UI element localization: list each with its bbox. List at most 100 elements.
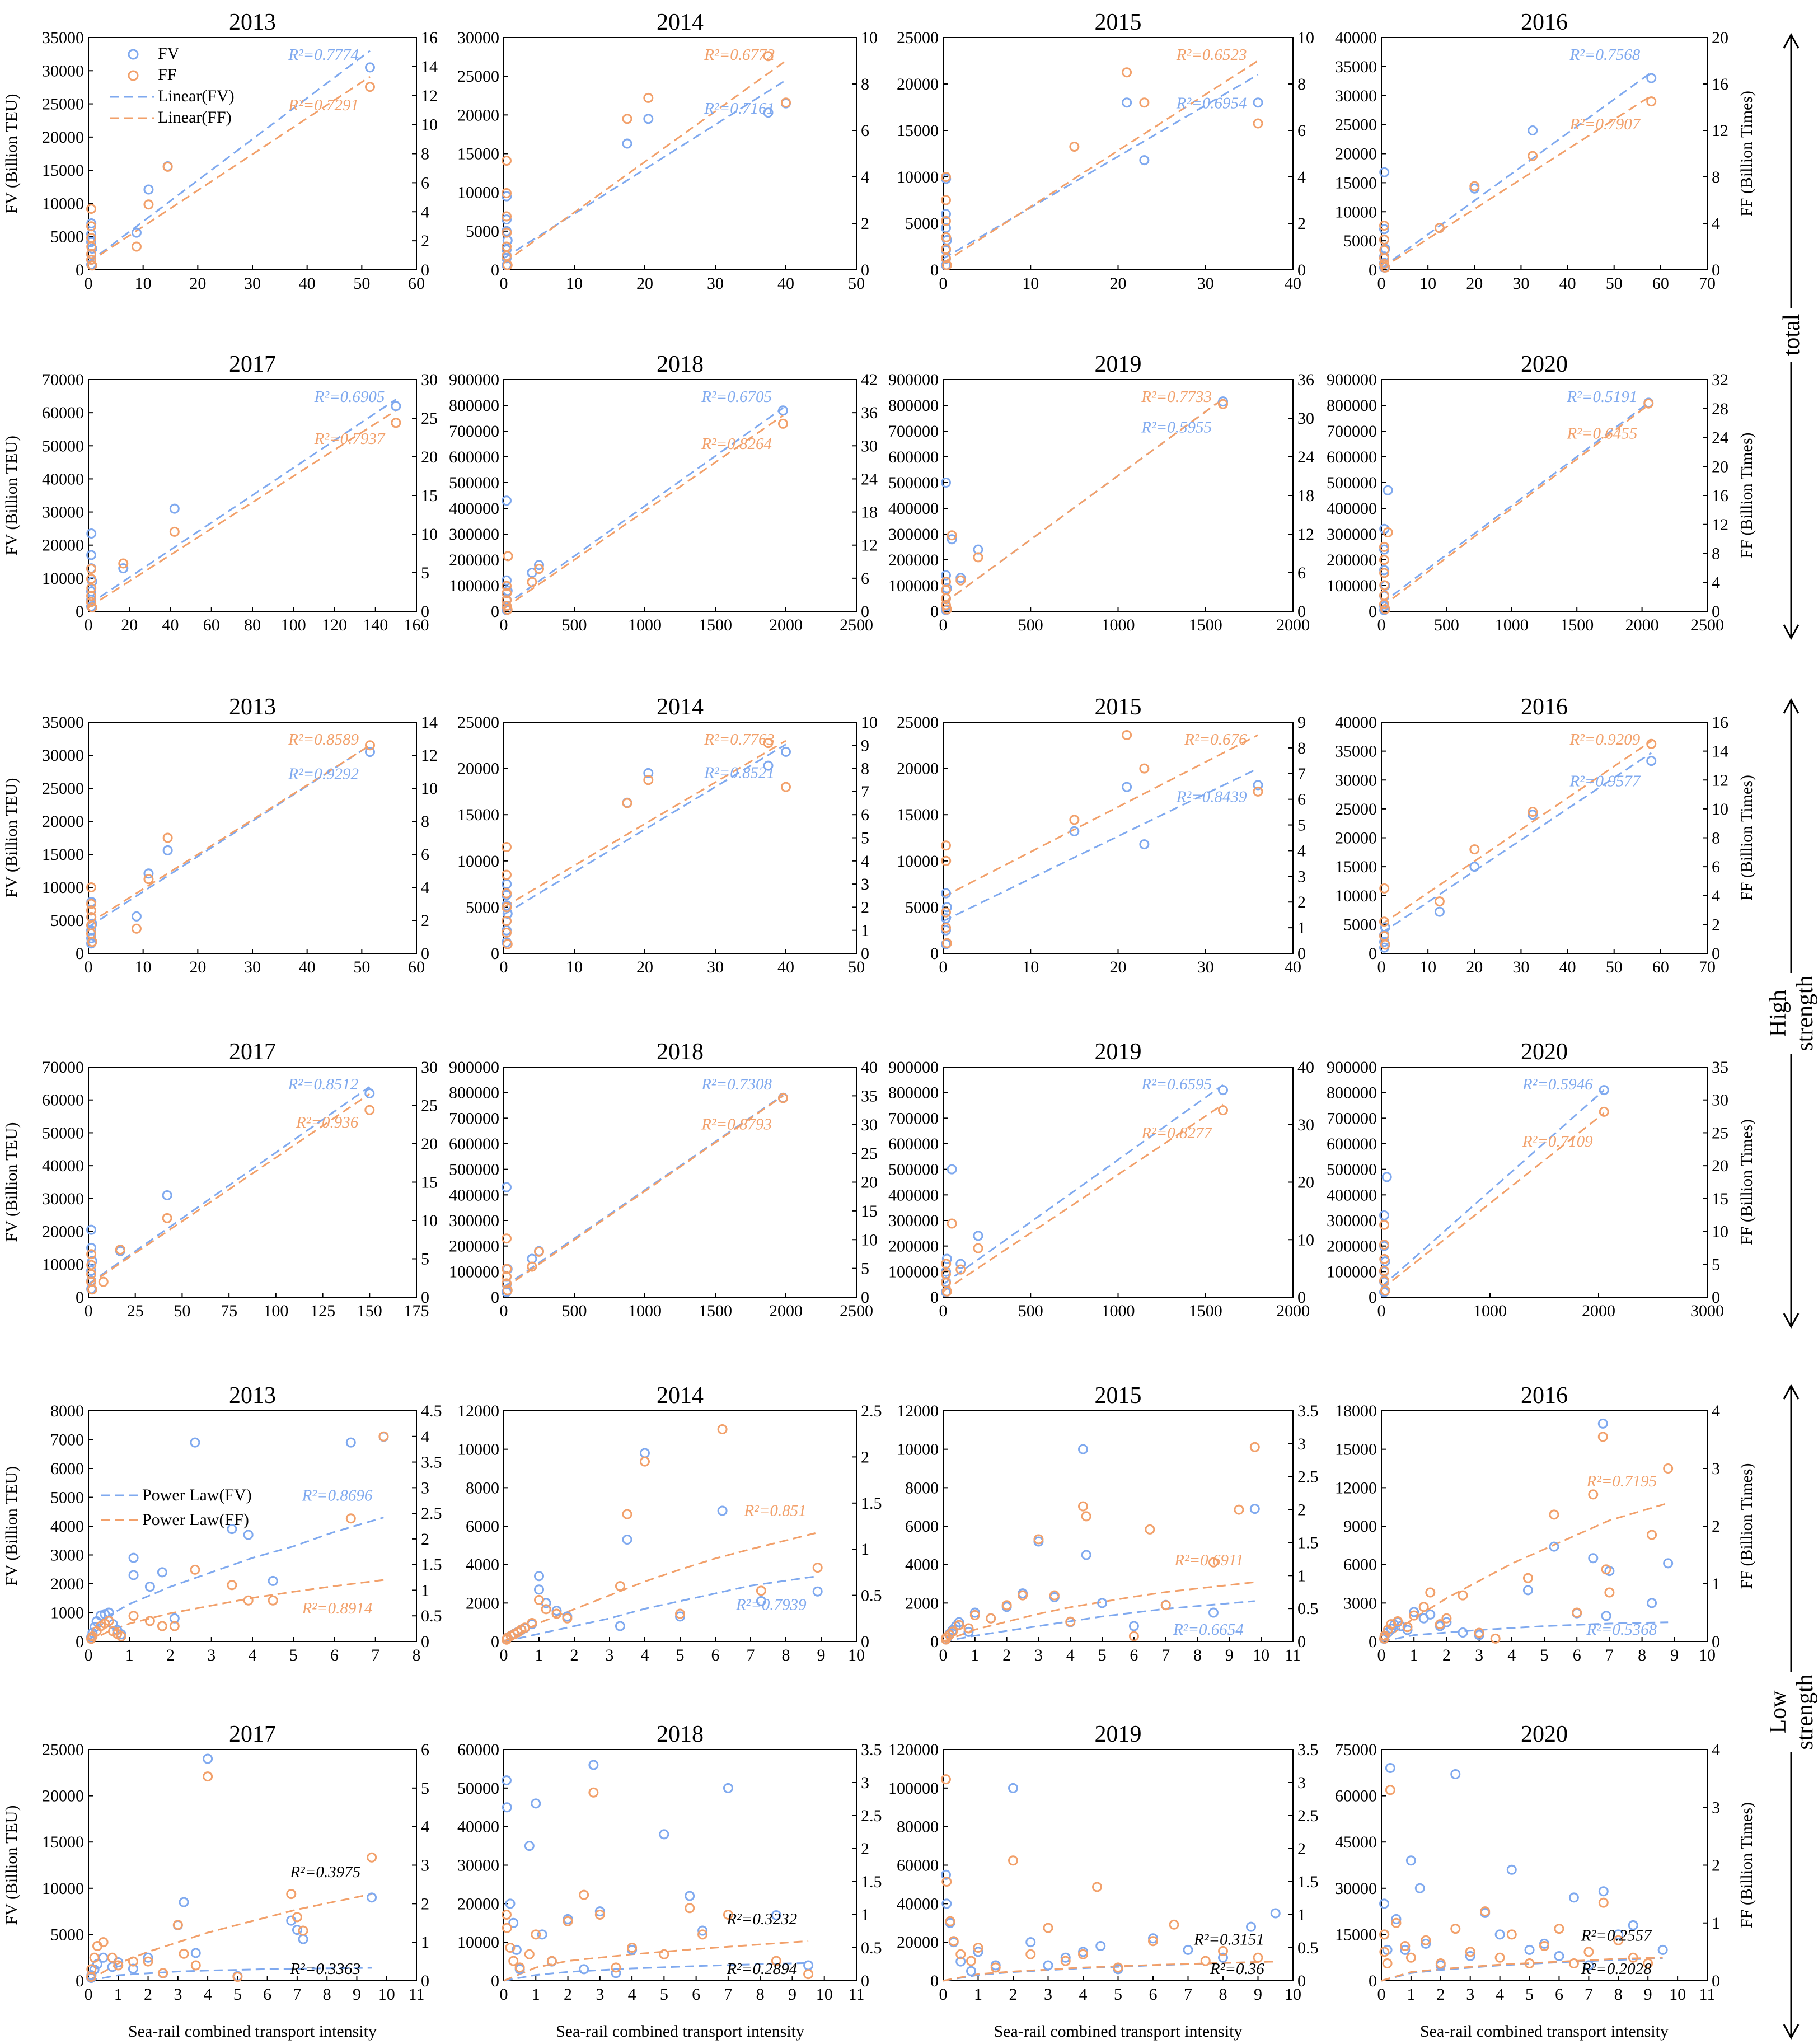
y2-tick-label: 2 <box>421 232 429 250</box>
fv-r2-label: R²=0.2028 <box>1581 1960 1652 1978</box>
ff-r2-label: R²=0.2557 <box>1581 1927 1652 1945</box>
y-tick-label: 15000 <box>42 1833 84 1851</box>
y2-tick-label: 10 <box>1297 1231 1314 1249</box>
y2-tick-label: 0 <box>421 1633 429 1651</box>
x-tick-label: 6 <box>711 1646 720 1664</box>
x-tick-label: 0 <box>500 958 508 976</box>
x-tick-label: 4 <box>204 1985 212 2004</box>
fv-point <box>1400 1944 1411 1955</box>
fv-point <box>1554 1951 1564 1961</box>
y2-tick-label: 2 <box>861 1448 869 1466</box>
panel-title: 2017 <box>229 1722 276 1747</box>
fv-point <box>756 1596 766 1606</box>
y2-tick-label: 8 <box>1712 545 1720 563</box>
y2-tick-label: 16 <box>1712 75 1728 93</box>
plot-frame <box>943 722 1294 954</box>
fv-point <box>1379 1898 1389 1909</box>
y-axis-title: FV (Billion TEU) <box>2 778 21 898</box>
ff-point <box>1379 883 1390 894</box>
x-tick-label: 2 <box>144 1985 152 2004</box>
fv-point <box>243 1530 254 1540</box>
ff-point <box>1663 1463 1674 1474</box>
y-tick-label: 800000 <box>1327 1084 1377 1102</box>
x-tick-label: 7 <box>747 1646 755 1664</box>
fv-r2-label: R²=0.8439 <box>1176 788 1247 806</box>
ff-fit-line <box>503 1532 818 1643</box>
y2-tick-label: 2 <box>1297 214 1306 233</box>
fv-fit-line <box>88 1086 371 1285</box>
y2-tick-label: 16 <box>1712 487 1728 505</box>
ff-point <box>1421 1935 1431 1945</box>
x-tick-label: 1500 <box>699 1302 732 1320</box>
y-tick-label: 10000 <box>457 852 499 871</box>
plot-frame <box>943 1410 1294 1642</box>
ff-point <box>1379 568 1389 578</box>
fv-point <box>502 879 512 890</box>
y-tick-label: 10000 <box>42 878 84 897</box>
fv-point <box>955 1259 966 1269</box>
legend-label: Power Law(FF) <box>142 1510 249 1529</box>
ff-point <box>941 260 952 270</box>
ff-point <box>941 195 951 205</box>
ff-point <box>1379 916 1389 927</box>
x-tick-label: 0 <box>85 1302 93 1320</box>
fv-point <box>1528 810 1538 820</box>
fv-point <box>1249 1504 1260 1514</box>
y-tick-label: 20000 <box>42 1223 84 1241</box>
y-tick-label: 25000 <box>42 95 84 114</box>
y2-tick-label: 12 <box>421 87 438 105</box>
plot-frame <box>943 1067 1294 1298</box>
ff-point <box>1008 1855 1018 1866</box>
x-tick-label: 2 <box>564 1985 572 2004</box>
x-tick-label: 5 <box>1114 1985 1122 2004</box>
x-tick-label: 5 <box>660 1985 668 2004</box>
y-tick-label: 120000 <box>888 1741 939 1759</box>
ff-point <box>1601 1564 1611 1575</box>
y2-tick-label: 1.5 <box>1297 1533 1319 1552</box>
fv-point <box>128 1552 139 1563</box>
ff-fit-line <box>503 740 786 908</box>
ff-point <box>615 1581 625 1592</box>
ff-point <box>1597 1432 1608 1442</box>
ff-point <box>1583 1947 1594 1957</box>
ff-point <box>1490 1633 1501 1644</box>
y2-tick-label: 20 <box>1712 457 1728 476</box>
fv-point <box>1139 839 1150 850</box>
y2-axis-title: FF (Billion Times) <box>1737 432 1756 558</box>
x-tick-label: 0 <box>939 958 948 976</box>
y2-tick-label: 0 <box>861 1972 869 1990</box>
ff-point <box>588 1787 599 1798</box>
y2-tick-label: 2.5 <box>421 1504 442 1523</box>
ff-point <box>1025 1949 1036 1959</box>
fv-point <box>169 503 180 514</box>
ff-point <box>1218 1105 1228 1116</box>
x-tick-label: 175 <box>404 1302 429 1320</box>
plot-frame <box>503 1067 857 1298</box>
plot-frame <box>503 1749 857 1981</box>
x-tick-label: 8 <box>1638 1646 1646 1664</box>
y-tick-label: 300000 <box>1327 1212 1377 1230</box>
y-tick-label: 0 <box>491 1972 499 1990</box>
x-tick-label: 5 <box>676 1646 685 1664</box>
y-tick-label: 0 <box>1369 1288 1377 1307</box>
x-tick-label: 60 <box>1652 274 1669 293</box>
x-tick-label: 60 <box>203 616 220 634</box>
x-tick-label: 2000 <box>1625 616 1659 634</box>
ff-point <box>169 1621 180 1631</box>
x-tick-label: 30 <box>707 958 724 976</box>
fv-point <box>941 223 951 233</box>
ff-point <box>1465 1947 1475 1957</box>
y-tick-label: 2000 <box>50 1575 84 1593</box>
ff-fit-line <box>1381 1957 1663 1982</box>
x-tick-label: 10 <box>1419 274 1436 293</box>
fv-point <box>143 184 154 195</box>
fv-point <box>1081 1550 1091 1560</box>
y-tick-label: 100000 <box>888 1262 939 1281</box>
y-tick-label: 25000 <box>457 713 499 732</box>
x-tick-label: 4 <box>1066 1646 1075 1664</box>
y2-tick-label: 0 <box>421 944 429 963</box>
x-tick-label: 3 <box>174 1985 182 2004</box>
ff-point <box>1425 1587 1436 1598</box>
